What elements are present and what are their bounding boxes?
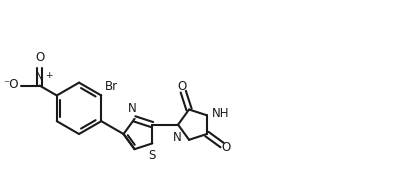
Text: NH: NH (212, 107, 229, 120)
Text: O: O (35, 51, 44, 64)
Text: +: + (45, 71, 52, 80)
Text: O: O (177, 80, 186, 93)
Text: N: N (35, 70, 44, 83)
Text: ⁻O: ⁻O (3, 78, 19, 91)
Text: S: S (149, 149, 156, 162)
Text: O: O (222, 142, 231, 154)
Text: N: N (128, 102, 137, 115)
Text: N: N (173, 131, 182, 144)
Text: Br: Br (105, 79, 118, 92)
